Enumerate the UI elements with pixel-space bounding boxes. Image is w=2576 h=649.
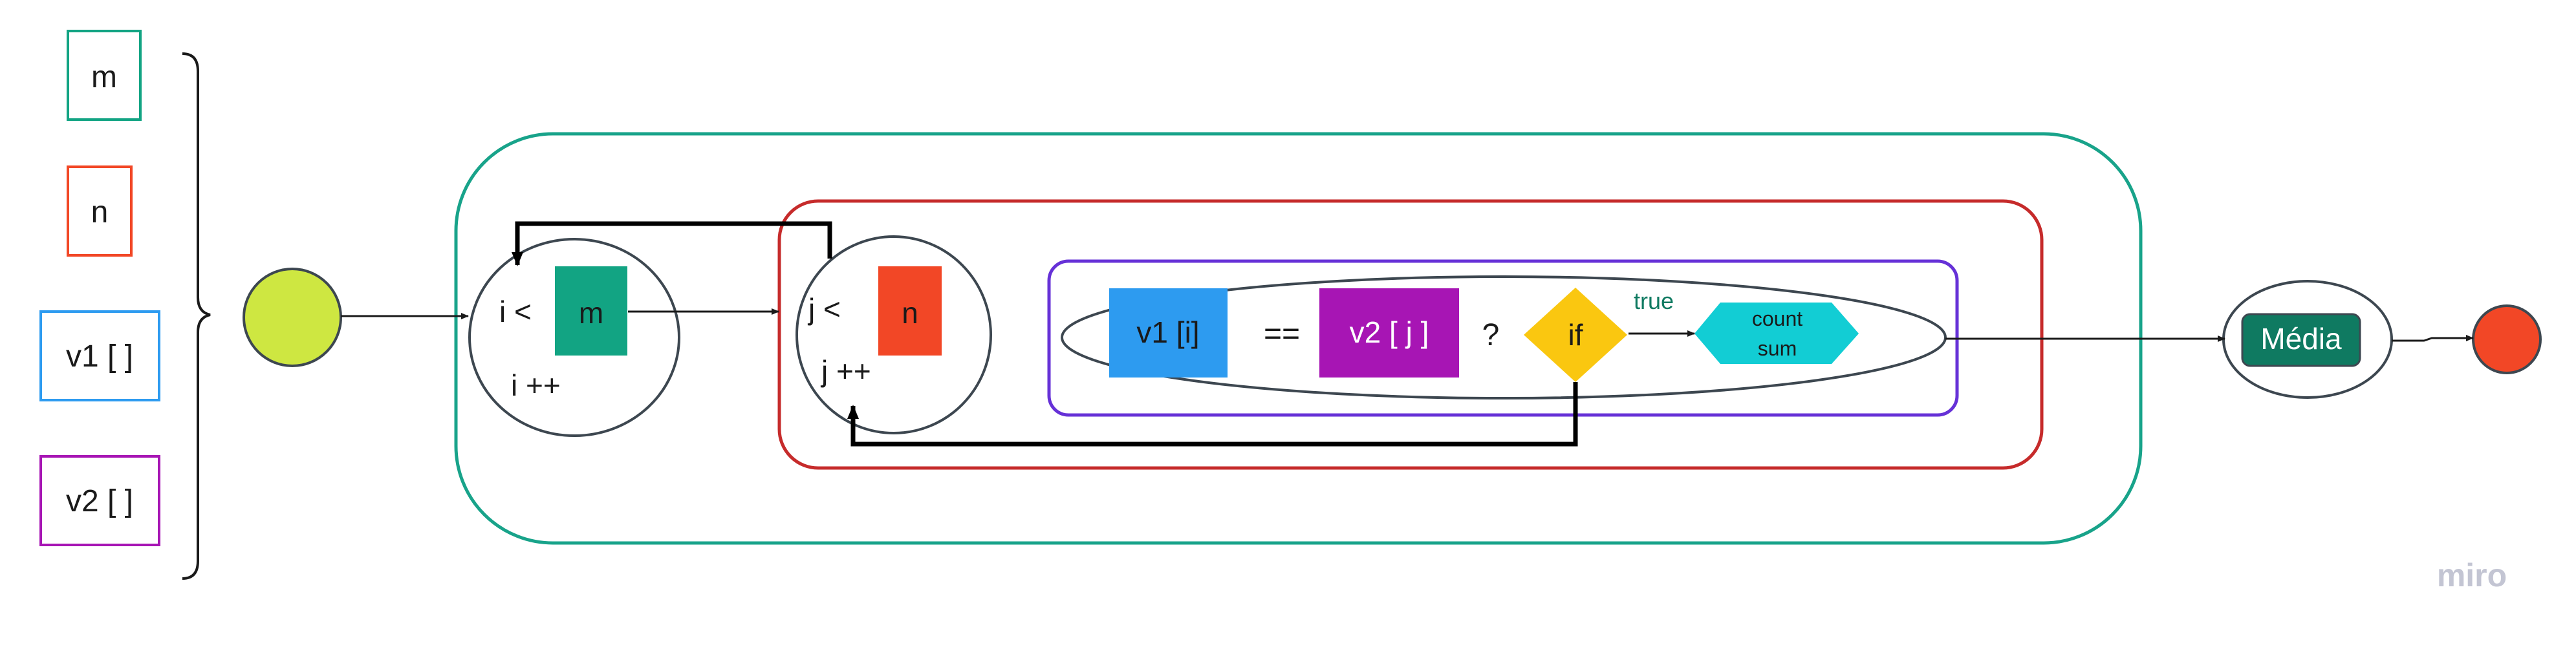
- inner-cond-prefix: j <: [807, 292, 841, 326]
- input-v2-box[interactable]: v2 [ ]: [41, 456, 159, 545]
- input-v1-box[interactable]: v1 [ ]: [41, 312, 159, 400]
- comparison-row: v1 [i] == v2 [ j ] ? if true count sum: [1062, 277, 1945, 398]
- outer-cond-prefix: i <: [499, 295, 532, 328]
- end-node[interactable]: [2473, 306, 2540, 373]
- inputs-brace: [182, 54, 210, 579]
- input-n-box[interactable]: n: [68, 167, 131, 255]
- inner-loop-condition[interactable]: j < n j ++: [797, 237, 991, 433]
- outer-cond-box-label: m: [579, 296, 603, 330]
- svg-text:v1 [i]: v1 [i]: [1136, 315, 1199, 349]
- outer-loop-condition[interactable]: i < m i ++: [470, 239, 679, 436]
- equality-operator: ==: [1264, 317, 1300, 351]
- if-decision[interactable]: if: [1524, 288, 1627, 382]
- svg-text:sum: sum: [1758, 337, 1797, 360]
- input-v2-label: v2 [ ]: [66, 484, 133, 518]
- question-mark: ?: [1482, 318, 1500, 352]
- arrow-media-to-end: [2392, 338, 2473, 341]
- v2-index-box[interactable]: v2 [ j ]: [1319, 288, 1459, 378]
- true-label: true: [1634, 288, 1674, 314]
- count-sum-node[interactable]: count sum: [1694, 303, 1859, 364]
- input-m-label: m: [91, 60, 117, 94]
- svg-text:Média: Média: [2260, 322, 2342, 356]
- outer-increment: i ++: [511, 368, 561, 402]
- svg-text:count: count: [1752, 307, 1802, 330]
- inner-increment: j ++: [820, 354, 871, 388]
- start-node[interactable]: [244, 269, 341, 366]
- input-m-box[interactable]: m: [68, 31, 140, 120]
- input-v1-label: v1 [ ]: [66, 339, 133, 374]
- media-node[interactable]: Média: [2224, 281, 2392, 398]
- inner-cond-box-label: n: [902, 296, 918, 330]
- v1-index-box[interactable]: v1 [i]: [1109, 288, 1228, 378]
- input-n-label: n: [91, 195, 109, 229]
- svg-text:if: if: [1568, 318, 1583, 352]
- svg-text:v2 [ j ]: v2 [ j ]: [1350, 315, 1429, 349]
- miro-watermark: miro: [2437, 557, 2507, 593]
